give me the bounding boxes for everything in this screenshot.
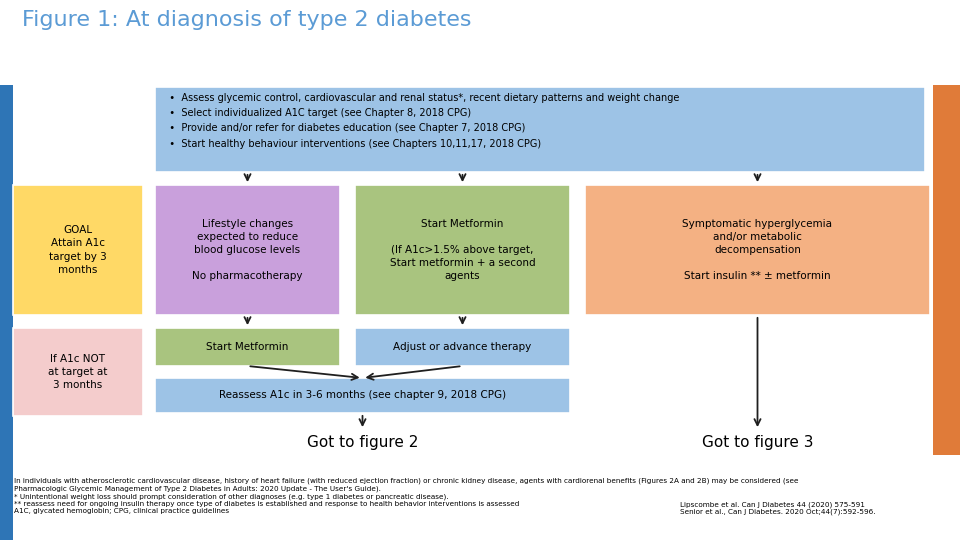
Text: Got to figure 2: Got to figure 2	[307, 435, 419, 450]
FancyBboxPatch shape	[155, 185, 340, 315]
Text: If A1c NOT
at target at
3 months: If A1c NOT at target at 3 months	[48, 354, 108, 390]
Text: Start Metformin: Start Metformin	[206, 342, 289, 352]
FancyBboxPatch shape	[13, 185, 143, 315]
FancyBboxPatch shape	[585, 185, 930, 315]
Text: In individuals with atherosclerotic cardiovascular disease, history of heart fai: In individuals with atherosclerotic card…	[14, 478, 799, 492]
Text: GOAL
Attain A1c
target by 3
months: GOAL Attain A1c target by 3 months	[49, 225, 107, 275]
FancyBboxPatch shape	[155, 87, 925, 172]
Text: Reassess A1c in 3-6 months (see chapter 9, 2018 CPG): Reassess A1c in 3-6 months (see chapter …	[219, 390, 506, 401]
FancyBboxPatch shape	[155, 328, 340, 366]
Text: Figure 1: At diagnosis of type 2 diabetes: Figure 1: At diagnosis of type 2 diabete…	[22, 10, 471, 30]
FancyBboxPatch shape	[355, 328, 570, 366]
FancyBboxPatch shape	[355, 185, 570, 315]
Text: •  Assess glycemic control, cardiovascular and renal status*, recent dietary pat: • Assess glycemic control, cardiovascula…	[163, 93, 680, 148]
Text: ** reassess need for ongoing insulin therapy once type of diabetes is establishe: ** reassess need for ongoing insulin the…	[14, 501, 519, 514]
Text: * Unintentional weight loss should prompt consideration of other diagnoses (e.g.: * Unintentional weight loss should promp…	[14, 494, 448, 501]
Text: Lifestyle changes
expected to reduce
blood glucose levels

No pharmacotherapy: Lifestyle changes expected to reduce blo…	[192, 219, 302, 281]
Text: Adjust or advance therapy: Adjust or advance therapy	[394, 342, 532, 352]
FancyBboxPatch shape	[155, 378, 570, 413]
Text: Start Metformin

(If A1c>1.5% above target,
Start metformin + a second
agents: Start Metformin (If A1c>1.5% above targe…	[390, 219, 536, 281]
Text: Lipscombe et al. Can J Diabetes 44 (2020) 575-591
Senior et al., Can J Diabetes.: Lipscombe et al. Can J Diabetes 44 (2020…	[680, 501, 876, 515]
Text: Symptomatic hyperglycemia
and/or metabolic
decompensation

Start insulin ** ± me: Symptomatic hyperglycemia and/or metabol…	[683, 219, 832, 281]
Bar	[933, 85, 960, 455]
FancyBboxPatch shape	[13, 328, 143, 416]
Bar	[0, 85, 13, 540]
Text: Got to figure 3: Got to figure 3	[702, 435, 813, 450]
